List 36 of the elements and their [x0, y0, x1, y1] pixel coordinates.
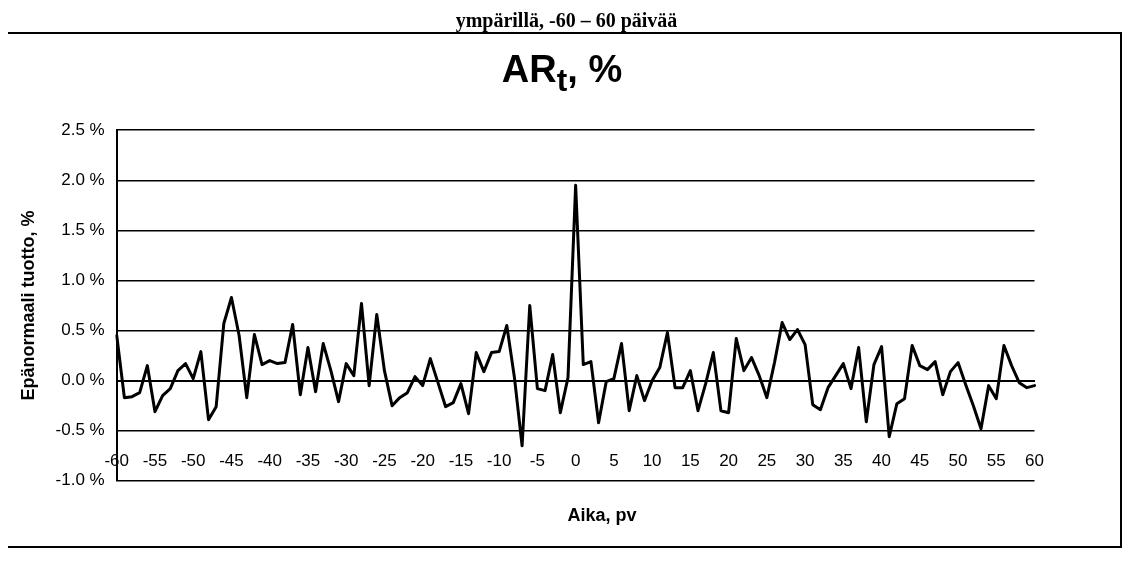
x-axis-title: Aika, pv: [566, 505, 638, 526]
x-tick-label: 55: [986, 450, 1006, 470]
y-tick-label: 1.5 %: [61, 220, 105, 240]
y-tick-label: 1.0 %: [61, 270, 105, 290]
x-tick-label: -35: [295, 450, 321, 470]
y-tick-label: 2.0 %: [61, 169, 105, 189]
x-tick-label: 35: [833, 450, 853, 470]
x-tick-label: -10: [486, 450, 512, 470]
x-tick-label: 15: [680, 450, 700, 470]
chart-title: AR$_{t}$, %: [500, 48, 624, 100]
x-tick-label: -40: [257, 450, 282, 470]
x-tick-label: -5: [529, 450, 545, 470]
y-axis-title: Epänormaali tuotto, %: [17, 210, 38, 401]
x-tick-label: -45: [219, 450, 244, 470]
x-tick-label: 40: [872, 450, 892, 470]
x-tick-label: -55: [142, 450, 168, 470]
x-tick-label: -25: [372, 450, 397, 470]
x-tick-label: 30: [795, 450, 815, 470]
y-tick-label: 2.5 %: [61, 119, 105, 139]
x-tick-label: -15: [448, 450, 474, 470]
x-tick-label: -50: [180, 450, 206, 470]
x-tick-label: 45: [910, 450, 930, 470]
x-tick-label: 25: [757, 450, 777, 470]
x-tick-label: 5: [609, 450, 619, 470]
y-tick-label: 0.0 %: [61, 370, 105, 390]
x-tick-label: 50: [948, 450, 968, 470]
text: ympärillä, -60 – 60 päivää: [454, 8, 679, 32]
y-tick-label: -0.5 %: [55, 420, 105, 440]
x-tick-label: 10: [642, 450, 662, 470]
x-tick-label: 20: [719, 450, 739, 470]
x-tick-label: -30: [333, 450, 359, 470]
y-tick-label: -1.0 %: [55, 470, 105, 490]
x-tick-label: 60: [1025, 450, 1045, 470]
x-tick-label: -20: [410, 450, 435, 470]
y-tick-label: 0.5 %: [61, 320, 105, 340]
x-tick-label: 0: [570, 450, 581, 470]
